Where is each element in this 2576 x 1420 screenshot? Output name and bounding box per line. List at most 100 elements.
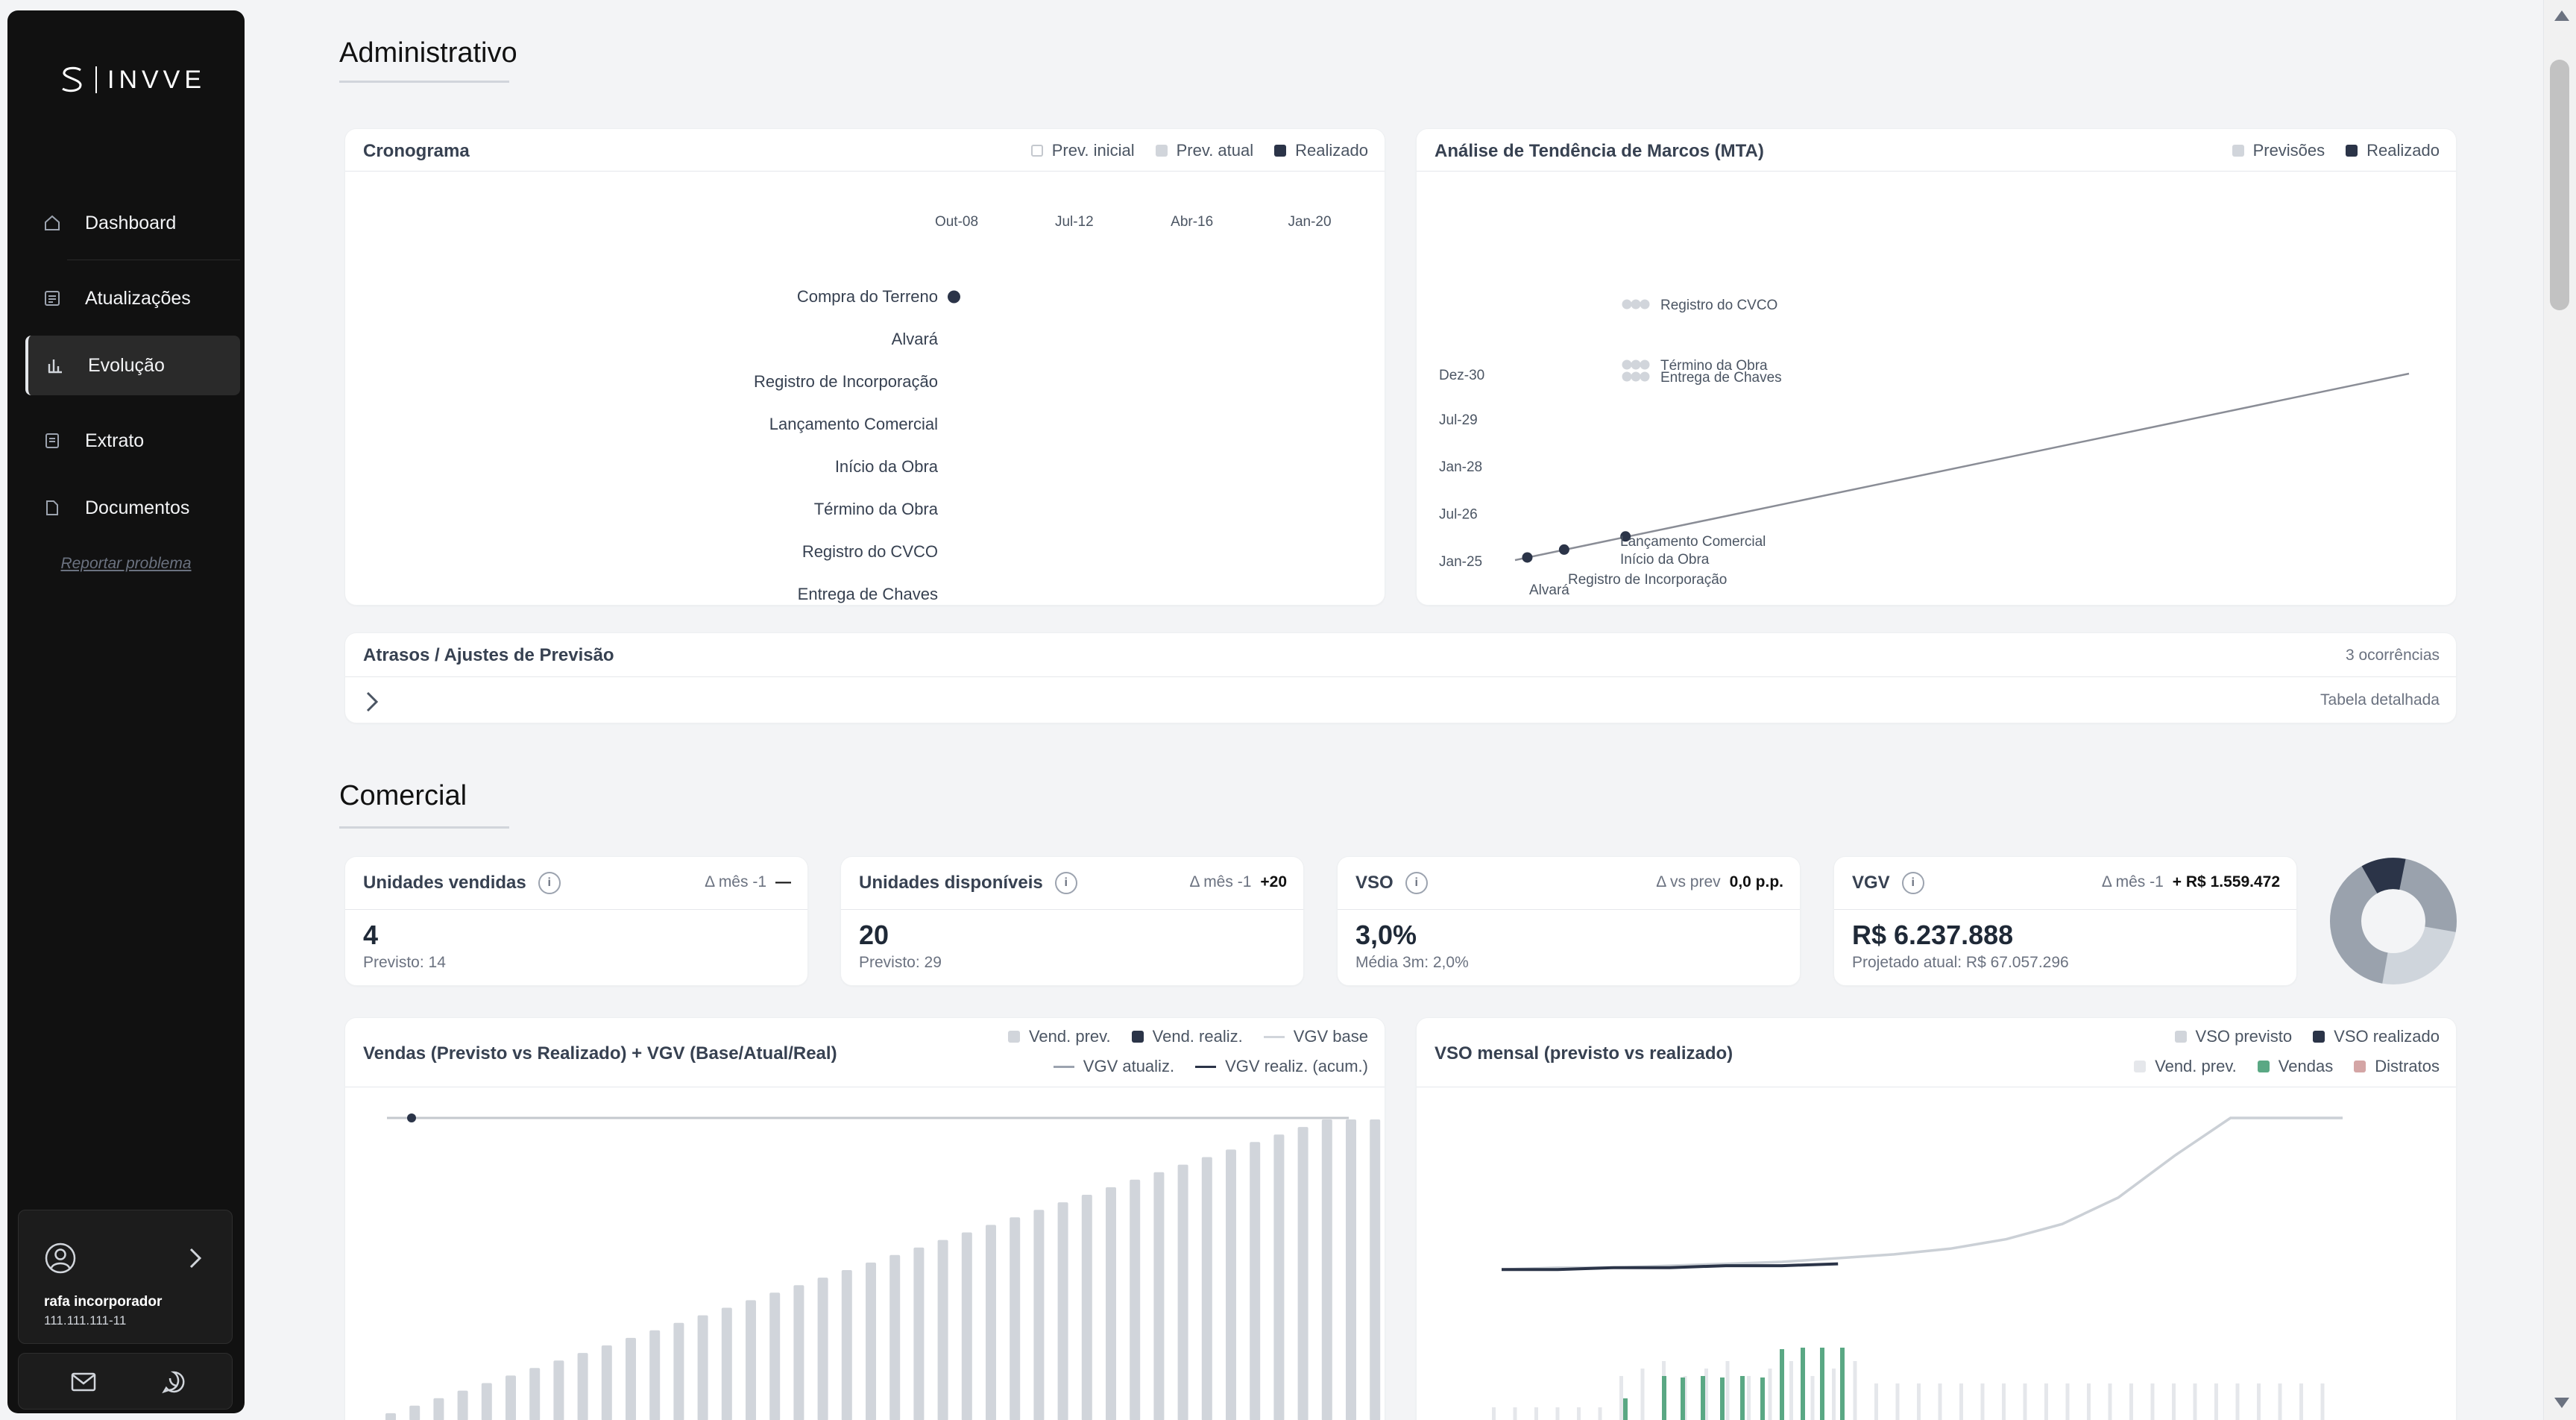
bar-vend-prev: [1619, 1376, 1623, 1420]
bar-vend-prev: [2235, 1383, 2240, 1420]
legend-prev-inicial[interactable]: Prev. inicial: [1030, 141, 1135, 160]
realizado-point: [1558, 544, 1569, 555]
legend-previsoes[interactable]: Previsões: [2232, 141, 2325, 160]
bar-vend-prev: [1273, 1134, 1285, 1420]
whatsapp-icon[interactable]: [162, 1370, 186, 1394]
info-icon[interactable]: i: [1901, 872, 1924, 894]
sidebar-item-evolucao[interactable]: Evolução: [25, 336, 240, 395]
bar-vend-prev: [841, 1270, 852, 1420]
bar-vend-prev: [2278, 1383, 2282, 1420]
milestone-annotation: Lançamento Comercial: [1620, 534, 1766, 550]
report-problem-link[interactable]: Reportar problema: [60, 555, 192, 572]
vso-legend-row1: VSO previsto VSO realizado: [2154, 1027, 2440, 1046]
user-name: rafa incorporador: [44, 1294, 163, 1310]
sidebar-item-dashboard[interactable]: Dashboard: [25, 193, 240, 253]
bar-vend-prev: [1577, 1407, 1581, 1420]
sidebar-item-documentos[interactable]: Documentos: [25, 478, 240, 538]
y-tick-label: Jan-28: [1439, 459, 1482, 475]
bar-vendas: [1623, 1398, 1628, 1420]
detailed-table-link[interactable]: Tabela detalhada: [2320, 691, 2440, 709]
bar-vend-prev: [649, 1330, 661, 1420]
scroll-up-arrow-icon[interactable]: [2554, 10, 2569, 21]
legend-vso-previsto[interactable]: VSO previsto: [2174, 1027, 2292, 1046]
row-label: Registro de Incorporação: [754, 372, 938, 391]
forecast-point: [1640, 371, 1650, 382]
brand-logo[interactable]: INVVE: [60, 64, 206, 95]
delta-value: 0,0 p.p.: [1729, 873, 1783, 890]
bar-vend-prev: [553, 1360, 564, 1420]
delta-label: Δ vs prev: [1656, 873, 1721, 890]
bar-vend-prev: [746, 1300, 756, 1420]
vso-previsto-line: [1501, 1116, 2343, 1271]
legend-vend-prev[interactable]: Vend. prev.: [2134, 1057, 2237, 1076]
bar-vend-prev: [913, 1247, 925, 1420]
bar-vend-prev: [2087, 1383, 2091, 1420]
bar-vend-prev: [673, 1322, 684, 1420]
kpi-title-text: Unidades vendidas: [363, 873, 526, 893]
kpi-subtitle: Projetado atual: R$ 67.057.296: [1852, 954, 2069, 971]
kpi-delta: Δ vs prev 0,0 p.p.: [1656, 873, 1783, 891]
legend-vend-prev[interactable]: Vend. prev.: [1007, 1027, 1111, 1046]
legend-vso-realizado[interactable]: VSO realizado: [2313, 1027, 2440, 1046]
legend-vgv-base[interactable]: VGV base: [1263, 1027, 1368, 1046]
bar-vend-prev: [1130, 1179, 1141, 1420]
brand-divider: [95, 66, 97, 93]
bar-vend-prev: [1250, 1142, 1261, 1420]
delta-value: —: [775, 873, 791, 890]
bar-vend-prev: [626, 1337, 636, 1420]
section-rule: [339, 81, 509, 83]
kpi-delta: Δ mês -1 —: [705, 873, 791, 891]
kpi-title: Unidades vendidas i: [363, 872, 561, 894]
legend-swatch: [1274, 145, 1287, 157]
page-scrollbar[interactable]: [2543, 0, 2576, 1420]
kpi-unidades-disponiveis: Unidades disponíveis i Δ mês -1 +20 20 Pre…: [840, 856, 1304, 986]
vso-legend-row2: Vend. prev. Vendas Distratos: [2113, 1057, 2440, 1076]
kpi-unidades-vendidas: Unidades vendidas i Δ mês -1 — 4 Previsto:…: [344, 856, 808, 986]
legend-line: [1195, 1065, 1217, 1068]
vgv-realiz-point: [407, 1113, 416, 1122]
legend-prev-atual[interactable]: Prev. atual: [1155, 141, 1253, 160]
info-icon[interactable]: i: [538, 872, 561, 894]
legend-distratos[interactable]: Distratos: [2354, 1057, 2440, 1076]
vendas-chart-card: Vendas (Previsto vs Realizado) + VGV (Ba…: [344, 1017, 1385, 1420]
scroll-thumb[interactable]: [2550, 60, 2569, 310]
legend-vendas[interactable]: Vendas: [2257, 1057, 2333, 1076]
bar-vend-prev: [793, 1285, 804, 1420]
legend-vend-realiz[interactable]: Vend. realiz.: [1131, 1027, 1243, 1046]
donut-segment-vendido: [2361, 858, 2406, 894]
contact-card: [18, 1353, 233, 1410]
sidebar-item-atualizacoes[interactable]: Atualizações: [25, 268, 240, 328]
legend-label: Realizado: [2366, 141, 2440, 160]
kpi-delta: Δ mês -1 + R$ 1.559.472: [2102, 873, 2280, 891]
legend-realizado[interactable]: Realizado: [1274, 141, 1368, 160]
kpi-value: 20: [859, 920, 889, 950]
legend-label: VGV base: [1293, 1027, 1368, 1046]
bar-vend-prev: [721, 1307, 732, 1420]
legend-label: Vend. prev.: [1028, 1027, 1111, 1046]
donut-segment-previsto: [2330, 858, 2457, 984]
info-icon[interactable]: i: [1405, 872, 1428, 894]
kpi-subtitle: Previsto: 29: [859, 954, 942, 971]
user-card[interactable]: rafa incorporador 111.111.111-11: [18, 1210, 233, 1344]
legend-realizado[interactable]: Realizado: [2346, 141, 2440, 160]
sidebar-item-extrato[interactable]: Extrato: [25, 411, 240, 471]
kpi-title: Unidades disponíveis i: [859, 872, 1077, 894]
file-icon: [43, 499, 61, 517]
scroll-down-arrow-icon[interactable]: [2554, 1398, 2569, 1408]
expand-chevron-icon[interactable]: [365, 690, 380, 714]
vso-chart-title: VSO mensal (previsto vs realizado): [1435, 1043, 1733, 1064]
bar-vend-prev: [1980, 1383, 1985, 1420]
bar-vend-prev: [506, 1375, 516, 1420]
mail-icon[interactable]: [71, 1372, 96, 1392]
info-icon[interactable]: i: [1054, 872, 1077, 894]
milestone-annotation: Término da Obra: [1660, 358, 1768, 374]
delta-label: Δ mês -1: [705, 873, 766, 890]
kpi-vso: VSO i Δ vs prev 0,0 p.p. 3,0% Média 3m: 2,…: [1337, 856, 1801, 986]
atrasos-title: Atrasos / Ajustes de Previsão: [363, 645, 614, 665]
chevron-right-icon[interactable]: [186, 1246, 205, 1270]
legend-vgv-realiz[interactable]: VGV realiz. (acum.): [1195, 1057, 1368, 1076]
legend-vgv-atualiz[interactable]: VGV atualiz.: [1053, 1057, 1174, 1076]
legend-label: VGV realiz. (acum.): [1225, 1057, 1368, 1075]
forecast-point: [1631, 359, 1641, 370]
kpi-vgv: VGV i Δ mês -1 + R$ 1.559.472 R$ 6.237.888…: [1833, 856, 2297, 986]
